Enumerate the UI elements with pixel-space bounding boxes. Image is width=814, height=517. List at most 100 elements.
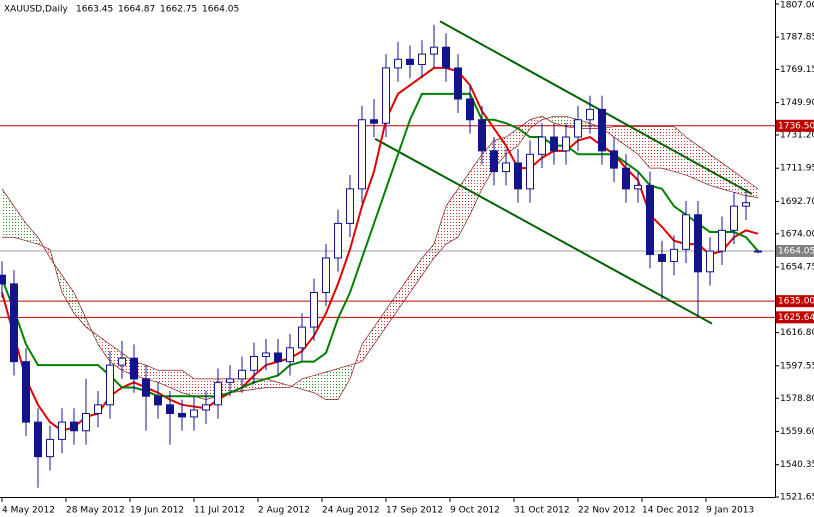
x-tick-label: 24 Aug 2012 bbox=[322, 506, 380, 516]
candle-body bbox=[34, 421, 42, 458]
cloud-segment bbox=[698, 145, 710, 186]
candle-body bbox=[250, 355, 258, 371]
cloud-segment bbox=[338, 365, 350, 400]
x-tick-label: 17 Sep 2012 bbox=[386, 506, 443, 516]
cloud-segment bbox=[686, 137, 698, 181]
candle-body bbox=[646, 184, 654, 256]
cloud-segment bbox=[326, 368, 338, 400]
y-tick-label: 1654.75 bbox=[780, 263, 814, 273]
y-tick-label: 1787.85 bbox=[780, 33, 814, 43]
candle-body bbox=[94, 404, 102, 414]
indicator-line bbox=[1, 66, 759, 432]
candle-body bbox=[298, 326, 306, 349]
candle-body bbox=[514, 162, 522, 190]
level-badge bbox=[776, 311, 814, 324]
candle-body bbox=[22, 361, 30, 423]
cloud-segment bbox=[410, 257, 422, 293]
x-tick-label: 22 Nov 2012 bbox=[578, 506, 636, 516]
cloud-segment bbox=[146, 365, 158, 383]
close-value: 1664.05 bbox=[202, 5, 239, 15]
candle-body bbox=[454, 67, 462, 100]
candle-body bbox=[466, 98, 474, 121]
x-tick-label: 19 Jun 2012 bbox=[130, 506, 184, 516]
candle-body bbox=[622, 167, 630, 190]
candle-body bbox=[130, 357, 138, 380]
y-tick-label: 1807.00 bbox=[780, 1, 814, 11]
cloud-segment bbox=[470, 154, 482, 215]
trend-line bbox=[374, 137, 713, 325]
cloud-segment bbox=[650, 126, 662, 169]
candle-body bbox=[178, 412, 186, 418]
x-tick-label: 9 Oct 2012 bbox=[450, 506, 500, 516]
last-price-label: 1664.05 bbox=[778, 246, 814, 256]
cloud-segment bbox=[278, 382, 290, 388]
candle-body bbox=[334, 222, 342, 259]
cloud-segment bbox=[422, 244, 434, 276]
y-tick-label: 1559.60 bbox=[780, 427, 814, 437]
candle-body bbox=[730, 205, 738, 231]
candle-body bbox=[430, 46, 438, 55]
cloud-segment bbox=[26, 223, 38, 245]
candle-body bbox=[706, 250, 714, 273]
x-tick-label: 4 May 2012 bbox=[2, 506, 55, 516]
x-tick-label: 31 Oct 2012 bbox=[514, 506, 570, 516]
candle-body bbox=[58, 421, 66, 440]
candle-body bbox=[394, 58, 402, 69]
candle-body bbox=[142, 378, 150, 397]
candle-body bbox=[10, 283, 18, 363]
open-value: 1663.45 bbox=[76, 5, 113, 15]
candle-body bbox=[322, 257, 330, 294]
x-tick-label: 9 Jan 2013 bbox=[706, 506, 754, 516]
cloud-segment bbox=[158, 370, 170, 388]
candle-body bbox=[526, 153, 534, 190]
candle-body bbox=[346, 188, 354, 224]
level-badge bbox=[776, 119, 814, 132]
cloud-segment bbox=[14, 206, 26, 241]
low-value: 1662.75 bbox=[160, 5, 197, 15]
y-tick-label: 1674.00 bbox=[780, 229, 814, 239]
cloud-segment bbox=[302, 375, 314, 393]
cloud-segment bbox=[314, 372, 326, 400]
candle-body bbox=[190, 409, 198, 418]
candle-body bbox=[442, 46, 450, 69]
candle-body bbox=[718, 229, 726, 252]
candle-body bbox=[274, 352, 282, 363]
candle-body bbox=[754, 250, 762, 253]
cloud-segment bbox=[446, 188, 458, 245]
candle-body bbox=[370, 119, 378, 124]
candle-body bbox=[46, 438, 54, 458]
level-badge bbox=[776, 295, 814, 308]
candle-body bbox=[286, 347, 294, 363]
cloud-segment bbox=[290, 378, 302, 390]
symbol-title: XAUUSD,Daily bbox=[4, 5, 68, 15]
candle-body bbox=[154, 395, 162, 406]
candles-layer bbox=[0, 24, 762, 488]
candle-body bbox=[502, 162, 510, 173]
y-tick-label: 1616.80 bbox=[780, 328, 814, 338]
candle-body bbox=[238, 369, 246, 380]
candle-body bbox=[226, 378, 234, 383]
candle-body bbox=[82, 412, 90, 432]
candle-body bbox=[586, 108, 594, 121]
x-tick-label: 28 May 2012 bbox=[66, 506, 125, 516]
cloud-segment bbox=[710, 154, 722, 189]
y-tick-label: 1749.90 bbox=[780, 98, 814, 108]
high-value: 1664.87 bbox=[118, 5, 155, 15]
candle-body bbox=[118, 357, 126, 366]
level-label: 1736.50 bbox=[778, 121, 814, 131]
cloud-segment bbox=[614, 126, 626, 146]
y-tick-label: 1692.70 bbox=[780, 197, 814, 207]
cloud-segment bbox=[2, 188, 14, 238]
y-tick-label: 1711.95 bbox=[780, 164, 814, 174]
candle-body bbox=[598, 108, 606, 152]
y-tick-label: 1731.20 bbox=[780, 130, 814, 140]
candle-body bbox=[166, 404, 174, 414]
y-tick-label: 1521.65 bbox=[780, 493, 814, 503]
y-tick-label: 1769.15 bbox=[780, 65, 814, 75]
candle-body bbox=[550, 136, 558, 152]
candle-body bbox=[694, 214, 702, 273]
header: XAUUSD,Daily 1663.45 1664.87 1662.75 166… bbox=[4, 5, 239, 15]
candle-body bbox=[382, 67, 390, 124]
